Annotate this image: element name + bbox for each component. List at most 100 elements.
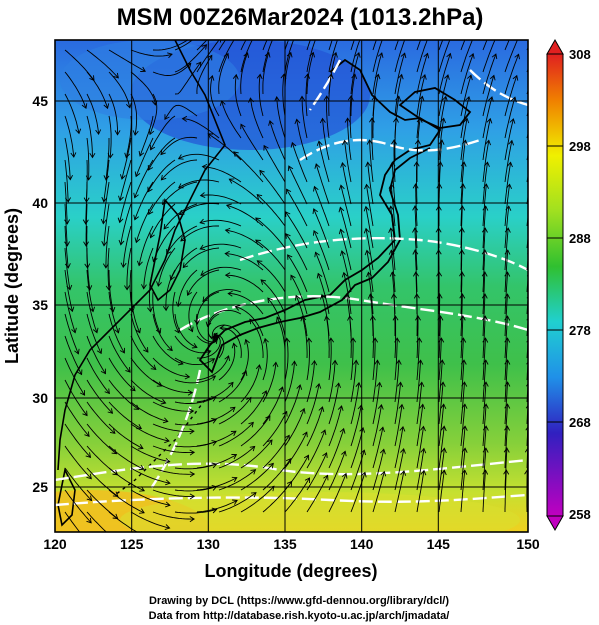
streamline-arrowhead	[259, 169, 265, 176]
streamline-arrowhead	[287, 254, 293, 260]
x-tick-label: 130	[197, 536, 221, 552]
streamline-arrowhead	[420, 425, 426, 432]
streamline-arrowhead	[412, 227, 418, 233]
colorbar-bottom-arrow	[546, 515, 564, 532]
streamline	[284, 361, 295, 403]
streamline	[152, 291, 161, 334]
streamline	[178, 179, 220, 189]
streamline	[150, 203, 176, 238]
streamline	[240, 415, 271, 447]
streamline	[108, 357, 136, 392]
streamline-arrowhead	[460, 359, 467, 365]
streamline-arrowhead	[440, 403, 447, 409]
streamline	[482, 293, 486, 337]
streamline	[149, 93, 158, 135]
streamline-arrowhead	[530, 163, 535, 168]
streamline	[108, 313, 125, 354]
streamline-arrowhead	[300, 315, 307, 322]
streamline	[174, 313, 198, 348]
streamline-arrowhead	[228, 178, 235, 184]
streamline-arrowhead	[165, 479, 171, 486]
streamline	[262, 40, 273, 73]
streamline	[86, 291, 98, 333]
streamline-arrowhead	[459, 315, 466, 321]
streamline	[107, 247, 110, 290]
streamline	[148, 137, 176, 171]
streamline	[460, 293, 463, 337]
streamline-arrowhead	[531, 141, 536, 146]
streamline	[504, 338, 508, 381]
streamline	[196, 477, 238, 491]
streamline-arrowhead	[256, 73, 263, 80]
streamline-arrowhead	[67, 174, 73, 181]
streamline	[257, 260, 286, 293]
streamline	[262, 362, 277, 403]
streamline	[152, 225, 176, 262]
streamline-arrowhead	[230, 430, 237, 436]
streamline-arrowhead	[400, 52, 407, 59]
map-grid	[55, 40, 528, 532]
streamline-arrowhead	[524, 447, 528, 453]
streamline-arrowhead	[440, 425, 447, 432]
streamline	[218, 422, 254, 447]
streamline-arrowhead	[95, 129, 102, 135]
streamline-arrowhead	[224, 250, 230, 257]
streamline	[416, 448, 425, 491]
streamline	[390, 206, 396, 249]
streamline-arrowhead	[103, 175, 110, 181]
streamline	[390, 250, 396, 293]
streamline-arrowhead	[415, 315, 421, 321]
streamline-arrowhead	[229, 406, 236, 413]
streamline-arrowhead	[112, 491, 119, 497]
streamline-arrowhead	[351, 73, 358, 80]
coastline-korea	[149, 198, 186, 302]
streamline-arrowhead	[439, 359, 446, 365]
streamline	[207, 133, 242, 161]
streamline-arrowhead	[537, 55, 542, 60]
streamline	[262, 458, 292, 491]
streamline	[438, 40, 451, 73]
streamline-arrowhead	[465, 95, 471, 102]
streamline-arrowhead	[525, 426, 528, 431]
streamline	[369, 140, 374, 183]
streamline-arrowhead	[296, 384, 303, 390]
streamline-arrowhead	[286, 480, 293, 487]
streamline	[187, 269, 220, 296]
streamline	[177, 269, 198, 307]
streamline	[64, 291, 76, 333]
streamline	[152, 401, 194, 412]
streamline-arrowhead	[363, 227, 370, 234]
streamline-arrowhead	[512, 74, 519, 81]
streamline	[504, 118, 514, 161]
streamline	[130, 489, 171, 506]
streamline	[200, 243, 242, 250]
streamline-arrowhead	[491, 53, 498, 60]
streamline	[86, 313, 102, 354]
y-axis: 25 30 35 40 45 Latitude (degrees)	[2, 93, 48, 495]
streamline	[64, 93, 80, 134]
streamline	[415, 184, 418, 227]
streamline-arrowhead	[189, 449, 196, 456]
streamline-arrowhead	[341, 271, 348, 278]
streamline-arrowhead	[412, 183, 419, 189]
streamline-arrowhead	[315, 383, 322, 389]
streamline	[225, 253, 264, 271]
streamline-arrowhead	[482, 315, 488, 321]
streamline-arrowhead	[350, 337, 357, 343]
streamline	[86, 335, 106, 374]
streamline-arrowhead	[282, 410, 288, 417]
streamline	[152, 423, 194, 432]
streamline-arrowhead	[164, 524, 171, 531]
streamline-arrowhead	[89, 152, 96, 159]
streamline-arrowhead	[508, 139, 515, 146]
streamline	[372, 96, 376, 138]
streamline	[86, 511, 107, 532]
streamline-arrowhead	[104, 388, 110, 395]
streamline-arrowhead	[81, 103, 88, 110]
streamline-arrowhead	[188, 326, 194, 333]
streamline-arrowhead	[459, 271, 465, 277]
streamline-arrowhead	[320, 293, 326, 300]
streamline-arrowhead	[200, 270, 207, 276]
coastline-continent	[57, 40, 226, 471]
streamline	[86, 115, 93, 158]
